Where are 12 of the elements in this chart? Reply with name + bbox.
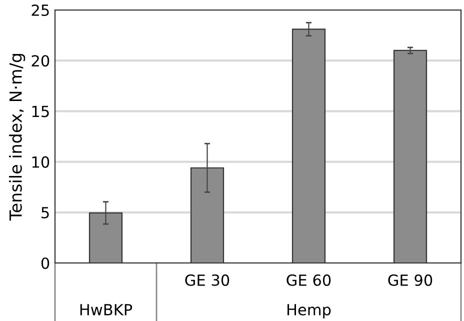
y-axis-title: Tensile index, N·m/g: [9, 54, 26, 221]
y-tick-label: 20: [32, 55, 50, 67]
y-tick-label: 5: [42, 207, 49, 218]
y-tick-label: 0: [41, 257, 50, 270]
y-tick-label: 15: [32, 106, 49, 118]
text: HwBKP: [80, 304, 132, 316]
x-tick-label: GE 90: [388, 274, 432, 286]
y-tick-label: 25: [32, 4, 49, 16]
x-tick-label: GE 30: [185, 274, 230, 286]
y-tick-label: 10: [32, 156, 50, 168]
text: Hemp: [288, 304, 331, 318]
x-tick-label: GE 60: [286, 274, 331, 286]
